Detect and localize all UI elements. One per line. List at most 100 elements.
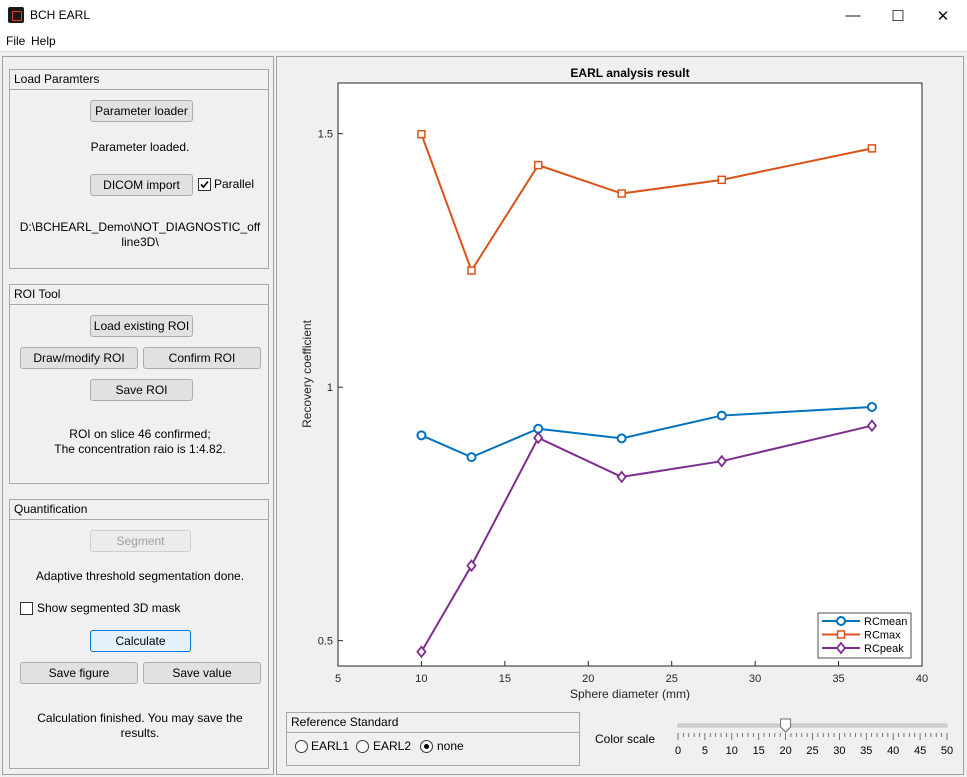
data-point: [616, 470, 627, 484]
data-point: [533, 160, 543, 170]
radio-earl2-label: EARL2: [373, 739, 412, 753]
x-tick-label: 15: [499, 673, 511, 685]
series-line: [421, 405, 873, 459]
radio-earl1[interactable]: [295, 740, 308, 753]
chart-title: EARL analysis result: [570, 66, 689, 80]
legend-marker: [835, 641, 847, 655]
plot-area: [337, 82, 923, 667]
y-axis-label: Recovery coefficient: [300, 319, 314, 427]
radio-none[interactable]: [420, 740, 433, 753]
save-value-button[interactable]: Save value: [143, 662, 261, 684]
x-tick-label: 35: [832, 673, 844, 685]
calc-status-line1: Calculation finished. You may save the: [37, 711, 243, 725]
minimize-button[interactable]: —: [845, 7, 861, 24]
draw-modify-roi-button[interactable]: Draw/modify ROI: [20, 347, 138, 369]
series-rcmax: [417, 129, 877, 275]
slider-tick-label: 5: [702, 745, 708, 757]
quantification-group: Quantification Segment Adaptive threshol…: [9, 499, 269, 769]
slider-tick-label: 40: [887, 745, 899, 757]
segment-button[interactable]: Segment: [90, 530, 191, 552]
calculate-button[interactable]: Calculate: [90, 630, 191, 652]
data-point: [417, 129, 426, 139]
x-tick-label: 30: [749, 673, 761, 685]
y-tick-label: 1: [327, 382, 333, 394]
parallel-label: Parallel: [214, 177, 255, 191]
load-params-group: Load Paramters Parameter loader Paramete…: [9, 69, 269, 269]
radio-earl1-label: EARL1: [311, 739, 350, 753]
left-control-panel: Load Paramters Parameter loader Paramete…: [2, 56, 274, 775]
x-tick-label: 5: [335, 673, 341, 685]
data-point: [466, 452, 477, 463]
save-roi-button[interactable]: Save ROI: [90, 379, 193, 401]
x-axis-label: Sphere diameter (mm): [570, 687, 690, 701]
parameter-loader-button[interactable]: Parameter loader: [90, 100, 193, 122]
dicom-path-line1: D:\BCHEARL_Demo\NOT_DIAGNOSTIC_off: [19, 220, 261, 234]
data-point: [716, 410, 727, 421]
menu-bar: File Help: [0, 31, 967, 51]
slider-track: [677, 723, 948, 728]
y-tick-label: 0.5: [318, 636, 333, 648]
parallel-checkbox[interactable]: [198, 178, 211, 191]
checkmark-icon: [200, 180, 209, 189]
dicom-path-line2: line3D\: [121, 235, 159, 249]
slider-tick-label: 10: [726, 745, 738, 757]
save-figure-button[interactable]: Save figure: [20, 662, 138, 684]
roi-tool-title: ROI Tool: [10, 285, 268, 305]
legend-item-rcmean: RCmean: [822, 616, 907, 628]
confirm-roi-button[interactable]: Confirm ROI: [143, 347, 261, 369]
y-tick-label: 1.5: [318, 129, 333, 141]
legend-label: RCmean: [864, 616, 907, 628]
legend-label: RCpeak: [864, 643, 904, 655]
title-bar: BCH EARL — ☐ ✕: [0, 0, 967, 31]
radio-none-label: none: [437, 739, 464, 753]
x-tick-label: 40: [916, 673, 928, 685]
x-tick-label: 20: [582, 673, 594, 685]
show-mask-checkbox[interactable]: [20, 602, 33, 615]
x-tick-label: 10: [415, 673, 427, 685]
data-point: [866, 419, 878, 433]
color-scale-label: Color scale: [595, 732, 656, 746]
earl-chart: EARL analysis result 5 10 15 20 25 30 35 40 0.5…: [300, 66, 928, 701]
load-params-title: Load Paramters: [10, 70, 268, 90]
reference-standard-group: Reference Standard EARL1 EARL2 none: [286, 712, 580, 766]
data-point: [533, 431, 544, 445]
slider-thumb[interactable]: [780, 718, 792, 733]
series-line: [420, 424, 873, 653]
data-point: [717, 175, 727, 185]
close-button[interactable]: ✕: [936, 7, 950, 25]
roi-status-line2: The concentration raio is 1:4.82.: [54, 442, 226, 456]
load-existing-roi-button[interactable]: Load existing ROI: [90, 315, 193, 337]
color-scale-slider[interactable]: 0 5 10 15 20 25 30 35 40 45 50: [672, 716, 957, 761]
dicom-import-button[interactable]: DICOM import: [90, 174, 193, 196]
reference-title: Reference Standard: [287, 713, 579, 733]
segment-status: Adaptive threshold segmentation done.: [35, 569, 245, 583]
show-mask-label: Show segmented 3D mask: [37, 601, 181, 615]
app-icon: [8, 7, 24, 23]
data-point: [616, 433, 627, 444]
data-point: [416, 430, 427, 441]
slider-tick-label: 20: [779, 745, 791, 757]
slider-tick-label: 15: [753, 745, 765, 757]
slider-tick-label: 50: [941, 745, 953, 757]
legend-marker: [836, 630, 846, 639]
series-line: [420, 133, 873, 273]
data-point: [867, 144, 877, 153]
series-rcpeak: [416, 419, 878, 659]
legend-item-rcmax: RCmax: [822, 630, 901, 642]
slider-tick-label: 35: [860, 745, 872, 757]
maximize-button[interactable]: ☐: [891, 7, 905, 25]
data-point: [416, 645, 427, 659]
menu-divider: [0, 51, 967, 52]
data-point: [467, 266, 476, 275]
slider-tick-label: 25: [806, 745, 818, 757]
menu-help[interactable]: Help: [31, 34, 56, 48]
data-point: [466, 559, 477, 573]
parameter-status: Parameter loaded.: [90, 140, 190, 154]
menu-file[interactable]: File: [6, 34, 26, 48]
legend-item-rcpeak: RCpeak: [822, 641, 904, 655]
radio-earl2[interactable]: [356, 740, 369, 753]
roi-tool-group: ROI Tool Load existing ROI Draw/modify R…: [9, 284, 269, 484]
slider-tick-label: 45: [914, 745, 926, 757]
x-tick-label: 25: [666, 673, 678, 685]
